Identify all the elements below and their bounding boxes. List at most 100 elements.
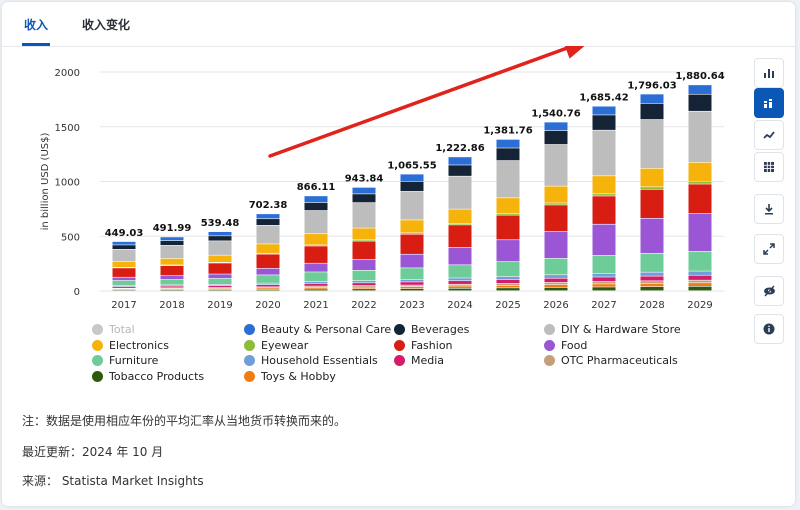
total-value-label: 1,796.03: [627, 80, 676, 91]
total-value-label: 1,880.64: [675, 71, 724, 82]
bar-segment: [592, 284, 616, 287]
bar-segment: [352, 289, 376, 291]
bar-segment: [400, 220, 424, 233]
bar-segment: [400, 285, 424, 287]
bar-segment: [496, 283, 520, 286]
legend-item[interactable]: Tobacco Products: [92, 370, 204, 383]
bar-segment: [448, 247, 472, 265]
bar-segment: [640, 272, 664, 276]
bar-segment: [448, 223, 472, 225]
fullscreen-button[interactable]: [754, 234, 784, 264]
bar-segment: [352, 240, 376, 241]
bar-segment: [160, 245, 184, 259]
bar-segment: [688, 184, 712, 214]
total-value-label: 1,685.42: [579, 92, 628, 103]
line-chart-icon: [763, 129, 775, 141]
total-value-label: 702.38: [249, 200, 288, 211]
bar-segment: [112, 261, 136, 268]
bar-segment: [304, 196, 328, 203]
bar-segment: [352, 287, 376, 289]
bar-segment: [448, 286, 472, 288]
bar-segment: [448, 288, 472, 291]
legend-swatch: [394, 339, 405, 351]
legend-swatch: [544, 324, 555, 335]
bar-segment: [208, 263, 232, 274]
legend-item[interactable]: Food: [544, 339, 587, 352]
legend-item[interactable]: Total: [92, 323, 135, 336]
bar-segment: [208, 278, 232, 285]
legend-label: Beauty & Personal Care: [261, 323, 392, 336]
bar-segment: [352, 194, 376, 203]
legend-item[interactable]: Beverages: [394, 323, 469, 336]
bar-segment: [688, 213, 712, 252]
legend-item[interactable]: Beauty & Personal Care: [244, 323, 391, 336]
bar-segment: [592, 176, 616, 194]
bar-segment: [688, 275, 712, 280]
bar-segment: [352, 259, 376, 271]
bar-segment: [304, 202, 328, 211]
bar-segment: [160, 286, 184, 288]
bar-segment: [544, 275, 568, 278]
bar-segment: [592, 273, 616, 277]
bar-segment: [112, 277, 136, 281]
legend-label: Fashion: [411, 338, 453, 352]
legend-item[interactable]: Electronics: [92, 339, 169, 352]
bar-segment: [352, 187, 376, 194]
bar-segment: [592, 281, 616, 284]
bar-segment: [688, 85, 712, 94]
y-tick-label: 2000: [55, 68, 80, 79]
bar-segment: [160, 258, 184, 265]
legend-item[interactable]: DIY & Hardware Store: [544, 323, 681, 336]
download-button[interactable]: [754, 194, 784, 224]
x-tick-label: 2020: [255, 300, 280, 311]
line-chart-button[interactable]: [754, 120, 784, 150]
bar-segment: [400, 279, 424, 282]
stacked-bar-button[interactable]: [754, 88, 784, 118]
legend-item[interactable]: Furniture: [92, 354, 158, 367]
bar-segment: [304, 289, 328, 291]
y-axis-label: in billion USD (US$): [40, 133, 51, 231]
footnote: 注：数据是使用相应年份的平均汇率从当地货币转换而来的。: [22, 414, 347, 428]
info-button[interactable]: [754, 314, 784, 344]
x-tick-label: 2018: [159, 300, 184, 311]
bar-segment: [256, 225, 280, 244]
legend-item[interactable]: OTC Pharmaceuticals: [544, 354, 678, 367]
bar-segment: [352, 283, 376, 286]
bar-segment: [448, 278, 472, 281]
table-button[interactable]: [754, 152, 784, 182]
bar-segment: [544, 205, 568, 232]
legend-swatch: [544, 355, 555, 366]
bar-chart-button[interactable]: [754, 58, 784, 88]
legend-swatch: [92, 370, 103, 382]
legend-item[interactable]: Eyewear: [244, 339, 308, 352]
legend-item[interactable]: Media: [394, 354, 444, 367]
bar-segment: [304, 287, 328, 289]
legend-item[interactable]: Fashion: [394, 339, 453, 352]
bar-segment: [208, 241, 232, 255]
bar-segment: [400, 191, 424, 220]
bar-segment: [640, 103, 664, 120]
bar-segment: [400, 288, 424, 291]
bar-segment: [400, 174, 424, 182]
x-tick-label: 2021: [303, 300, 328, 311]
tab-revenue-change[interactable]: 收入变化: [82, 18, 131, 32]
bar-segment: [448, 281, 472, 284]
legend-item[interactable]: Toys & Hobby: [244, 370, 336, 383]
bar-segment: [448, 284, 472, 286]
bar-segment: [352, 228, 376, 240]
bar-segment: [448, 176, 472, 209]
tab-revenue[interactable]: 收入: [21, 18, 51, 46]
bar-segment: [544, 122, 568, 131]
bar-segment: [592, 115, 616, 130]
bar-segment: [400, 233, 424, 234]
bar-segment: [304, 246, 328, 263]
bar-segment: [448, 209, 472, 224]
legend-item[interactable]: Household Essentials: [244, 354, 378, 367]
bar-segment: [448, 265, 472, 278]
legend-label: Total: [109, 323, 135, 336]
hide-button[interactable]: [754, 276, 784, 306]
bar-segment: [688, 251, 712, 271]
x-tick-label: 2017: [111, 300, 136, 311]
bar-segment: [208, 236, 232, 241]
legend-swatch: [92, 339, 103, 351]
